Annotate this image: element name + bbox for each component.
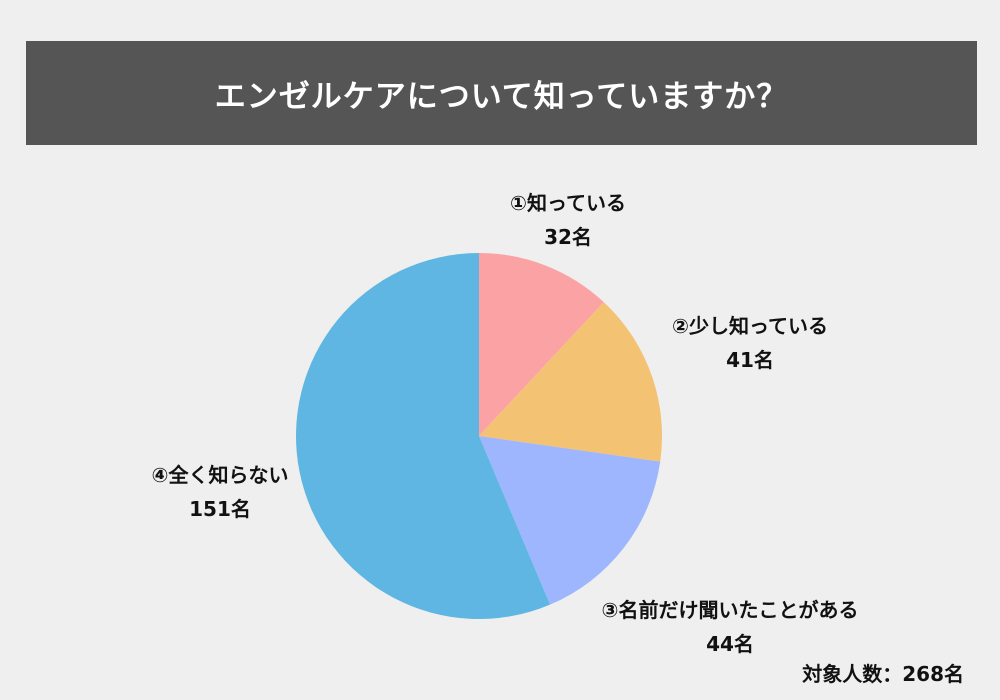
label-name: ④全く知らない [151, 463, 289, 487]
label-slice-2: ②少し知っている 41名 [655, 309, 845, 377]
pie-slice-2 [479, 302, 662, 462]
label-name: ②少し知っている [672, 314, 828, 338]
title-bar: エンゼルケアについて知っていますか？ [26, 41, 977, 145]
label-slice-3: ③名前だけ聞いたことがある 44名 [575, 593, 885, 661]
label-count: 151名 [189, 497, 251, 521]
total-respondents: 対象人数：268名 [802, 662, 964, 686]
label-count: 32名 [544, 225, 592, 249]
pie-slice-4 [295, 252, 551, 620]
label-name: ①知っている [510, 191, 626, 215]
label-count: 41名 [726, 348, 774, 372]
label-count: 44名 [706, 632, 754, 656]
pie-slice-1 [479, 253, 604, 436]
label-name: ③名前だけ聞いたことがある [601, 598, 859, 622]
chart-title: エンゼルケアについて知っていますか？ [214, 78, 789, 115]
label-slice-1: ①知っている 32名 [478, 186, 658, 254]
label-slice-4: ④全く知らない 151名 [125, 458, 315, 526]
pie-slice-3 [479, 436, 661, 605]
